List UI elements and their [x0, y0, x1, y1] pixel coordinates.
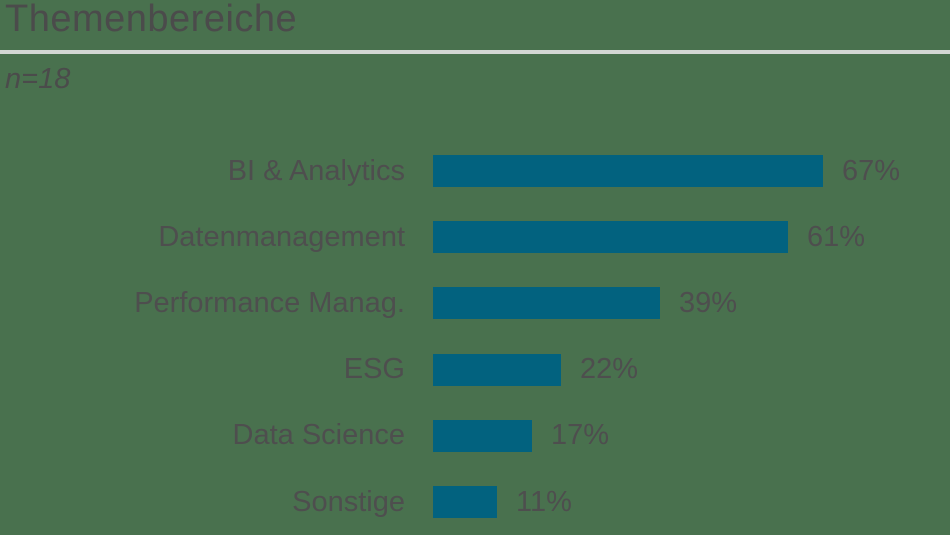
category-label: Sonstige [292, 485, 405, 518]
category-label: ESG [343, 353, 405, 386]
title-divider [0, 50, 950, 54]
bar [433, 486, 497, 519]
bar [433, 419, 532, 452]
bar-area: 39% [433, 287, 737, 320]
category-label: Data Science [232, 419, 406, 452]
value-label: 22% [580, 353, 639, 386]
sample-size-label: n=18 [5, 63, 71, 95]
bar-area: 11% [433, 486, 572, 519]
bar-area: 22% [433, 353, 638, 386]
chart-row: Datenmanagement 61% [0, 204, 950, 270]
bar-area: 17% [433, 419, 609, 452]
category-label: Datenmanagement [158, 220, 405, 253]
chart-row: BI & Analytics 67% [0, 138, 950, 204]
category-label: Performance Manag. [134, 286, 405, 319]
chart-row: Sonstige 11% [0, 469, 950, 535]
value-label: 67% [842, 154, 901, 187]
value-label: 61% [807, 220, 866, 253]
bar [433, 221, 788, 254]
category-label: BI & Analytics [227, 154, 405, 187]
bar [433, 353, 561, 386]
value-label: 17% [551, 419, 610, 452]
value-label: 11% [516, 485, 572, 518]
chart-row: ESG 22% [0, 337, 950, 403]
chart-row: Performance Manag. 39% [0, 270, 950, 336]
bar-chart: BI & Analytics 67% Datenmanagement 61% P… [0, 138, 950, 535]
bar [433, 287, 660, 320]
bar [433, 155, 823, 188]
bar-area: 67% [433, 155, 900, 188]
value-label: 39% [679, 286, 738, 319]
chart-row: Data Science 17% [0, 403, 950, 469]
bar-area: 61% [433, 221, 865, 254]
page-title: Themenbereiche [5, 0, 298, 40]
